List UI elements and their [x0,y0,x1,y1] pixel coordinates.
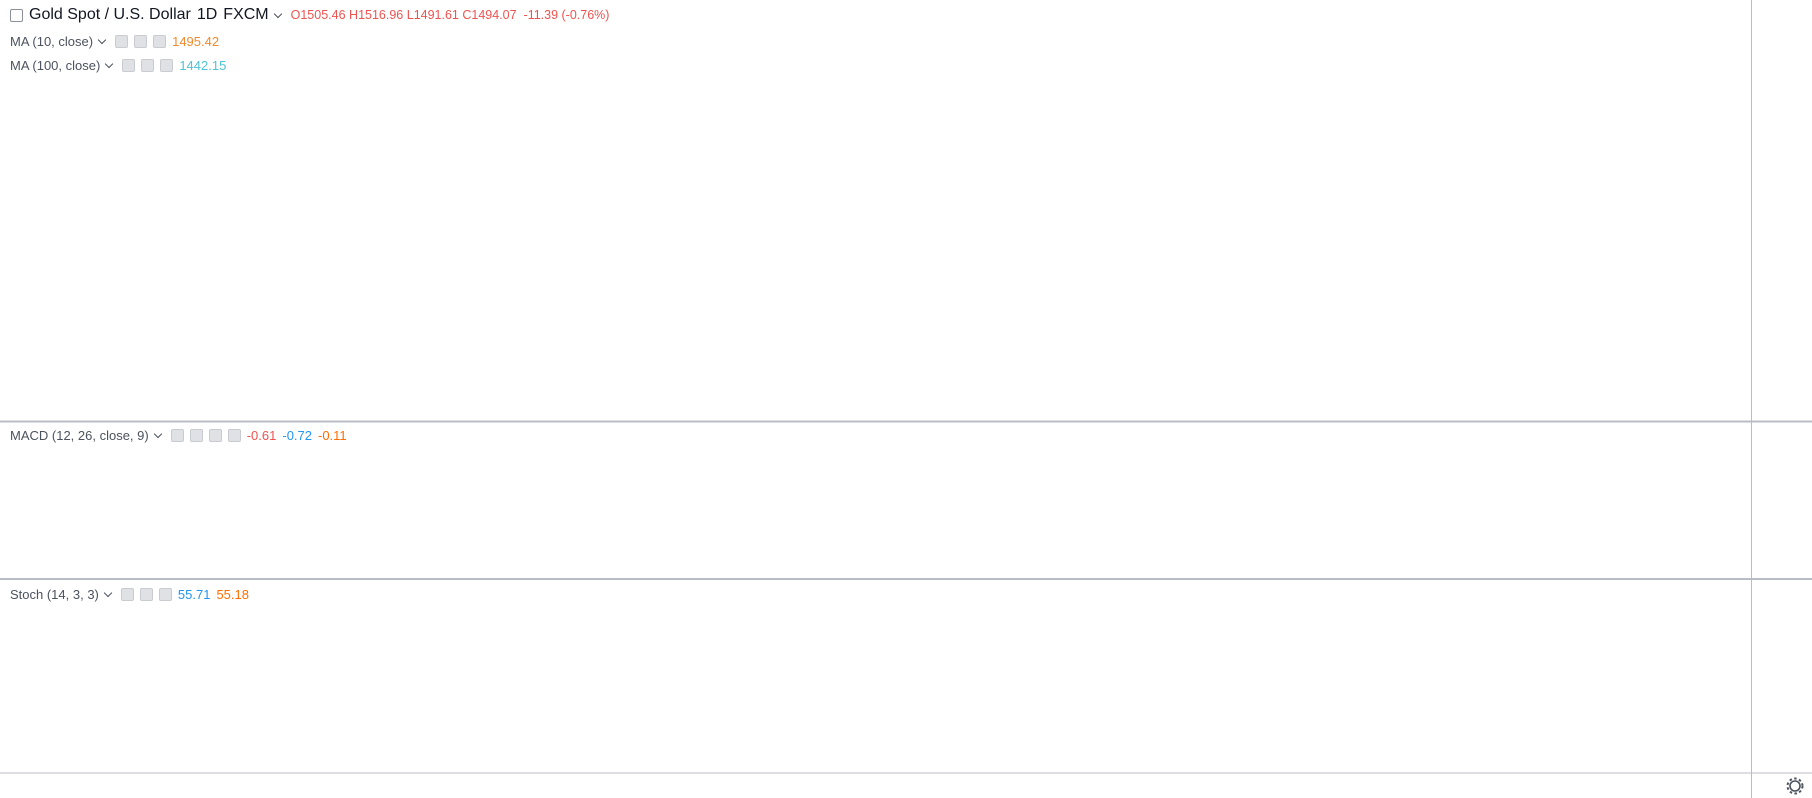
ma10-legend: MA (10, close) 1495.42 [10,34,219,49]
legend-value: 55.18 [216,587,249,602]
close-icon[interactable] [227,429,241,442]
symbol-legend: Gold Spot / U.S. Dollar 1D FXCM O1505.46… [10,6,609,24]
eye-icon[interactable] [122,59,136,72]
gear-icon[interactable] [134,35,148,48]
ohlc: O1505.46 H1516.96 L1491.61 C1494.07 -11.… [291,8,610,22]
source: FXCM [223,6,269,23]
close-icon[interactable] [160,59,174,72]
chevron[interactable] [103,588,113,598]
close-icon[interactable] [153,35,167,48]
ohlc-value: 1494.07 [471,8,517,22]
gear-icon[interactable] [139,588,153,601]
legend-value: -0.11 [318,428,347,443]
legend-value: 55.71 [177,587,211,602]
gear-icon[interactable] [189,429,203,442]
legend-value: -0.61 [246,428,277,443]
legend-name: MACD (12, 26, close, 9) [10,428,149,443]
ohlc-label: C [462,8,472,22]
gear-icon[interactable] [141,59,155,72]
ohlc-value: 1516.96 [358,8,404,22]
ohlc-label: O [290,8,301,22]
ohlc-label: L [406,8,414,22]
ohlc-value: 1491.61 [413,8,459,22]
legend-value: 1495.42 [172,34,220,49]
close-icon[interactable] [158,588,172,601]
ohlc-label: H [349,8,359,22]
chevron[interactable] [97,35,107,45]
ohlc-value: 1505.46 [300,8,346,22]
chevron[interactable] [153,429,162,439]
source-icon[interactable] [208,429,222,442]
change: -11.39 (-0.76%) [523,8,610,22]
collapse-icon[interactable] [10,8,23,22]
chevron[interactable] [273,9,282,18]
eye-icon[interactable] [170,429,184,442]
macd-legend: MACD (12, 26, close, 9) -0.61 -0.72 -0.1… [10,428,347,443]
legend-value: -0.72 [282,428,312,443]
eye-icon[interactable] [120,588,134,601]
ma100-legend: MA (100, close) 1442.15 [10,58,226,73]
symbol: Gold Spot / U.S. Dollar [29,6,191,23]
legend-name: MA (100, close) [10,58,101,73]
stoch-legend: Stoch (14, 3, 3) 55.71 55.18 [10,587,249,602]
settings-icon[interactable] [1786,777,1804,795]
legend-name: Stoch (14, 3, 3) [10,587,99,602]
interval: 1D [196,6,218,23]
chevron[interactable] [105,59,114,69]
eye-icon[interactable] [115,35,129,48]
legend-name: MA (10, close) [10,34,94,49]
legend-value: 1442.15 [179,58,227,73]
